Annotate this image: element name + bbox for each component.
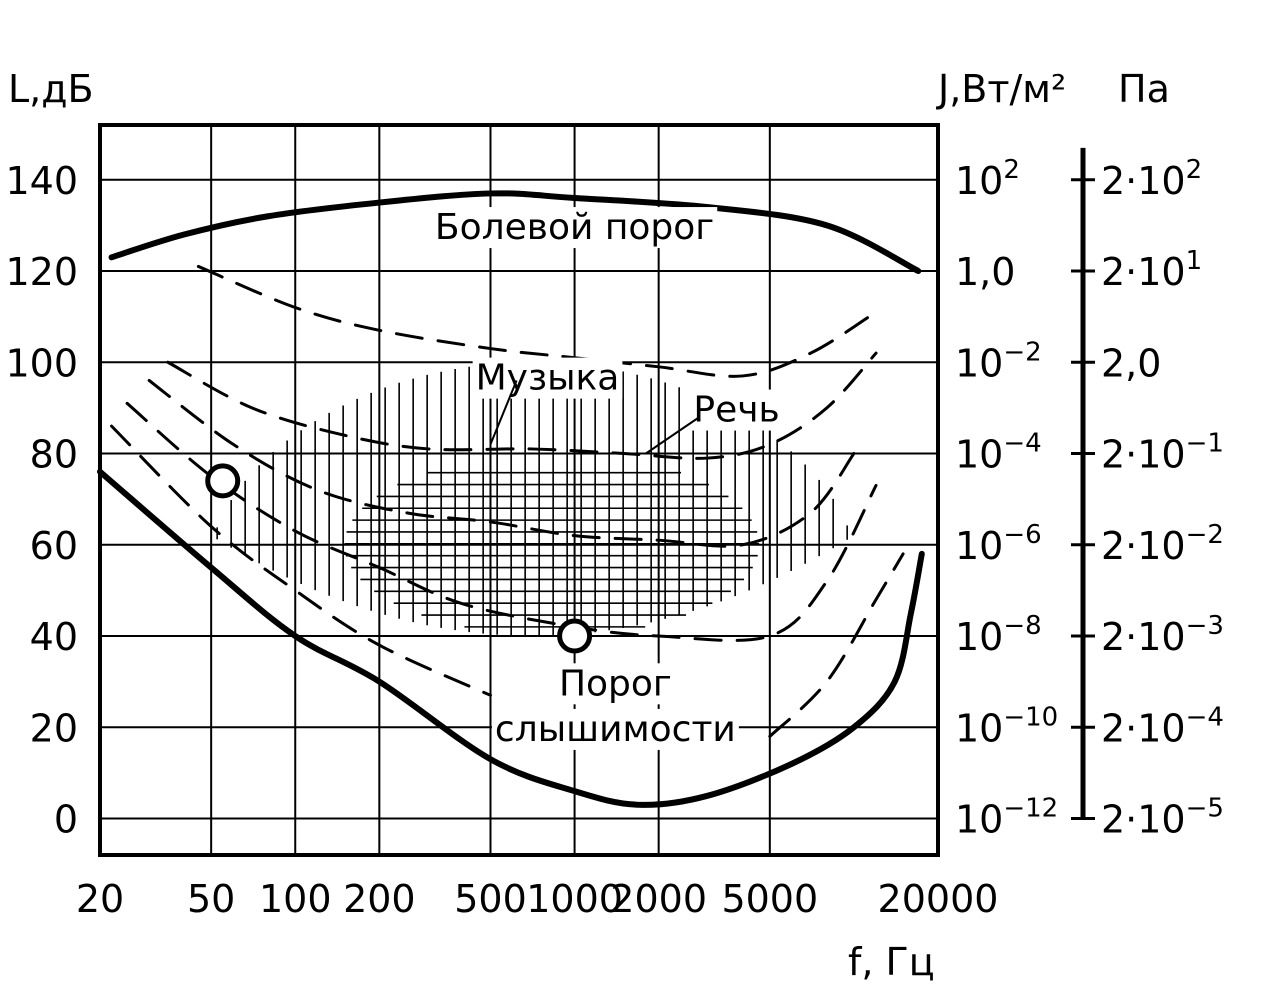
right-axis-1-tick-label: 102	[955, 155, 1020, 203]
annotation-label: Порог	[559, 663, 672, 704]
right-axis-2-tick-label: 2·10−3	[1101, 611, 1224, 659]
annotation-label: Речь	[693, 390, 779, 431]
right-axis-1-tick-label: 10−6	[955, 520, 1042, 568]
annotation-bg	[690, 389, 783, 431]
right-axis-2-title: Па	[1118, 67, 1170, 111]
x-tick-label: 20	[76, 877, 124, 921]
curve-8	[768, 552, 905, 738]
music-leader-line	[489, 380, 518, 445]
x-tick-label: 100	[259, 877, 332, 921]
y-tick-label: 120	[5, 250, 78, 294]
plot-frame	[98, 123, 940, 857]
right-axis-2-tick-label: 2·10−5	[1101, 794, 1224, 842]
y-tick-label: 60	[30, 524, 78, 568]
annotation-label: слышимости	[495, 709, 736, 750]
x-tick-label: 500	[454, 877, 527, 921]
right-axis-1-tick-label: 10−4	[955, 429, 1042, 477]
curve-3	[196, 264, 878, 378]
y-tick-label: 40	[30, 615, 78, 659]
x-tick-label: 5000	[721, 877, 818, 921]
annotation-bg	[472, 357, 623, 399]
right-axes: 10−12 10−10 10−8 10−6 10−4 10−2 1,0 102 2·10−5 2·…	[955, 147, 1224, 842]
annotation-label: Музыка	[476, 358, 620, 399]
right-axis-2-tick-label: 2·10−2	[1101, 520, 1224, 568]
curve-2	[97, 468, 925, 808]
right-axis-2-tick-label: 2,0	[1101, 341, 1161, 385]
hatched-regions	[216, 362, 848, 636]
circle-marker	[205, 463, 241, 499]
x-tick-label: 1000	[526, 877, 623, 921]
curve-7	[110, 424, 492, 697]
annotations: Болевой порог Музыка Речь Порог слышимости	[431, 207, 783, 750]
y-tick-label: 0	[54, 798, 78, 842]
right-axis-2-tick-label: 2·10−1	[1101, 429, 1224, 477]
curve-1	[108, 190, 922, 274]
annotation-bg	[491, 708, 739, 750]
curve-4	[166, 351, 878, 460]
right-axis-1-tick-label: 1,0	[955, 250, 1015, 294]
y-axis-title: L,дБ	[8, 67, 94, 111]
markers	[205, 463, 593, 654]
x-tick-label: 200	[343, 877, 416, 921]
right-axis-2-tick-label: 2·10−4	[1101, 702, 1224, 750]
speech-leader-line	[645, 416, 701, 455]
y-tick-label: 20	[30, 706, 78, 750]
right-axis-2-tick-label: 2·101	[1101, 246, 1202, 294]
right-axis-1-tick-label: 10−8	[955, 611, 1042, 659]
x-tick-label: 20000	[878, 877, 999, 921]
right-axis-1-tick-label: 10−12	[955, 794, 1058, 842]
right-axis-1-tick-label: 10−10	[955, 702, 1058, 750]
curve-5	[147, 379, 856, 548]
curves	[97, 190, 925, 808]
annotation-bg	[555, 663, 675, 705]
x-axis-title: f, Гц	[848, 940, 935, 984]
x-tick-label: 2000	[610, 877, 707, 921]
x-tick-label: 50	[187, 877, 235, 921]
annotation-bg	[431, 207, 718, 249]
y-tick-label: 140	[5, 159, 78, 203]
right-axis-2-tick-label: 2·102	[1101, 155, 1202, 203]
right-axis-1-title: J,Вт/м²	[936, 67, 1066, 111]
right-axis-1-tick-label: 10−2	[955, 337, 1042, 385]
y-tick-label: 100	[5, 341, 78, 385]
annotation-label: Болевой порог	[435, 207, 714, 248]
y-tick-label: 80	[30, 433, 78, 477]
circle-marker	[557, 618, 593, 654]
